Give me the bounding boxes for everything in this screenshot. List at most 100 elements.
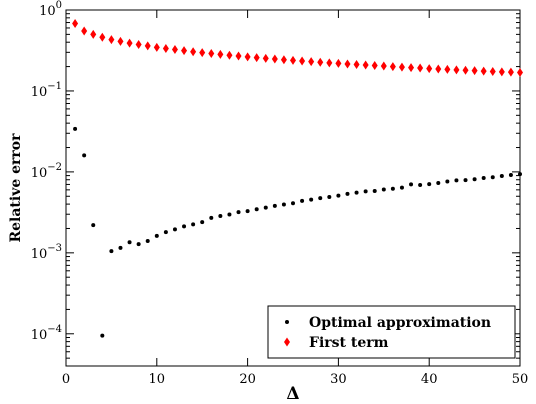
first-term-point (453, 65, 460, 75)
x-tick-label: 50 (512, 372, 529, 387)
optimal-approximation-point (82, 153, 87, 158)
first-term-point (99, 32, 106, 42)
first-term-point (81, 26, 88, 36)
first-term-point (153, 42, 160, 52)
first-term-point (344, 59, 351, 69)
optimal-approximation-point (263, 205, 268, 210)
first-term-point (117, 36, 124, 46)
optimal-approximation-point (109, 249, 114, 254)
first-term-point (126, 38, 133, 48)
first-term-point (72, 19, 79, 29)
first-term-point (181, 46, 188, 56)
first-term-point (326, 58, 333, 68)
x-tick-label: 20 (239, 372, 256, 387)
first-term-point (280, 55, 287, 65)
x-tick-label: 0 (62, 372, 70, 387)
legend-marker-optimal-approximation (285, 320, 289, 324)
optimal-approximation-point (345, 191, 350, 196)
y-tick-label: 10−3 (31, 243, 62, 262)
optimal-approximation-point (200, 220, 205, 225)
first-term-point (308, 57, 315, 67)
first-term-point (144, 41, 151, 51)
optimal-approximation-point (218, 214, 223, 219)
legend-marker-first-term (284, 337, 290, 347)
optimal-approximation-point (436, 180, 441, 185)
optimal-approximation-point (508, 173, 513, 178)
legend-box (267, 305, 516, 359)
legend-label-first-term: First term (309, 335, 389, 351)
optimal-approximation-point (518, 172, 522, 177)
data-points (72, 19, 523, 338)
first-term-point (190, 47, 197, 57)
optimal-approximation-point (272, 203, 277, 208)
optimal-approximation-point (327, 194, 332, 199)
optimal-approximation-point (490, 175, 495, 180)
first-term-point (90, 29, 97, 39)
first-term-point (244, 52, 251, 62)
optimal-approximation-point (418, 182, 423, 187)
axis-ticks (65, 9, 521, 367)
first-term-point (380, 61, 387, 71)
legend-label-optimal-approximation: Optimal approximation (309, 315, 491, 331)
optimal-approximation-point (363, 189, 368, 194)
optimal-approximation-point (127, 240, 132, 245)
first-term-point (290, 55, 296, 65)
y-tick-label: 10−1 (31, 81, 62, 100)
y-tick-label: 100 (39, 0, 62, 19)
optimal-approximation-point (409, 182, 414, 187)
first-term-point (489, 66, 496, 76)
optimal-approximation-point (73, 126, 78, 131)
optimal-approximation-point (372, 189, 377, 194)
optimal-approximation-point (154, 233, 159, 238)
optimal-approximation-point (427, 182, 432, 187)
optimal-approximation-point (172, 227, 177, 232)
optimal-approximation-point (191, 222, 196, 227)
first-term-point (317, 57, 324, 67)
optimal-approximation-point (454, 178, 459, 183)
legend: Optimal approximation First term (267, 305, 516, 359)
x-tick-label: 40 (421, 372, 438, 387)
optimal-approximation-point (227, 212, 232, 217)
optimal-approximation-point (354, 190, 359, 195)
first-term-point (171, 45, 178, 55)
optimal-approximation-point (145, 239, 150, 244)
optimal-approximation-point (281, 202, 286, 207)
optimal-approximation-point (136, 242, 141, 247)
optimal-approximation-point (254, 207, 259, 212)
optimal-approximation-point (163, 230, 168, 235)
first-term-point (480, 66, 487, 76)
y-axis-label: Relative error (8, 133, 24, 243)
first-term-point (226, 50, 233, 60)
first-term-point (389, 62, 396, 72)
first-term-point (271, 54, 278, 64)
first-term-point (517, 68, 523, 78)
first-term-point (208, 49, 215, 59)
y-tick-label: 10−2 (31, 162, 62, 181)
optimal-approximation-point (445, 179, 450, 184)
optimal-approximation-point (118, 245, 123, 250)
plot-frame (65, 9, 521, 367)
first-term-point (253, 53, 260, 63)
first-term-point (371, 61, 378, 71)
first-term-point (435, 64, 442, 74)
first-term-point (235, 51, 242, 61)
first-term-point (408, 63, 415, 73)
optimal-approximation-point (182, 224, 187, 229)
optimal-approximation-point (499, 173, 504, 178)
first-term-point (353, 60, 360, 70)
y-tick-label: 10−4 (31, 324, 62, 343)
first-term-point (471, 66, 478, 76)
first-term-point (444, 64, 451, 74)
first-term-point (199, 48, 206, 58)
optimal-approximation-point (463, 178, 468, 183)
first-term-point (417, 63, 424, 73)
x-tick-label: 30 (330, 372, 347, 387)
first-term-point (108, 35, 115, 45)
optimal-approximation-point (236, 210, 241, 215)
first-term-point (462, 65, 469, 75)
tick-labels: 0 10 20 30 40 50 100 10−1 10−2 10−3 10−4 (31, 0, 529, 387)
optimal-approximation-point (390, 186, 395, 191)
x-tick-label: 10 (149, 372, 166, 387)
first-term-point (426, 64, 433, 74)
